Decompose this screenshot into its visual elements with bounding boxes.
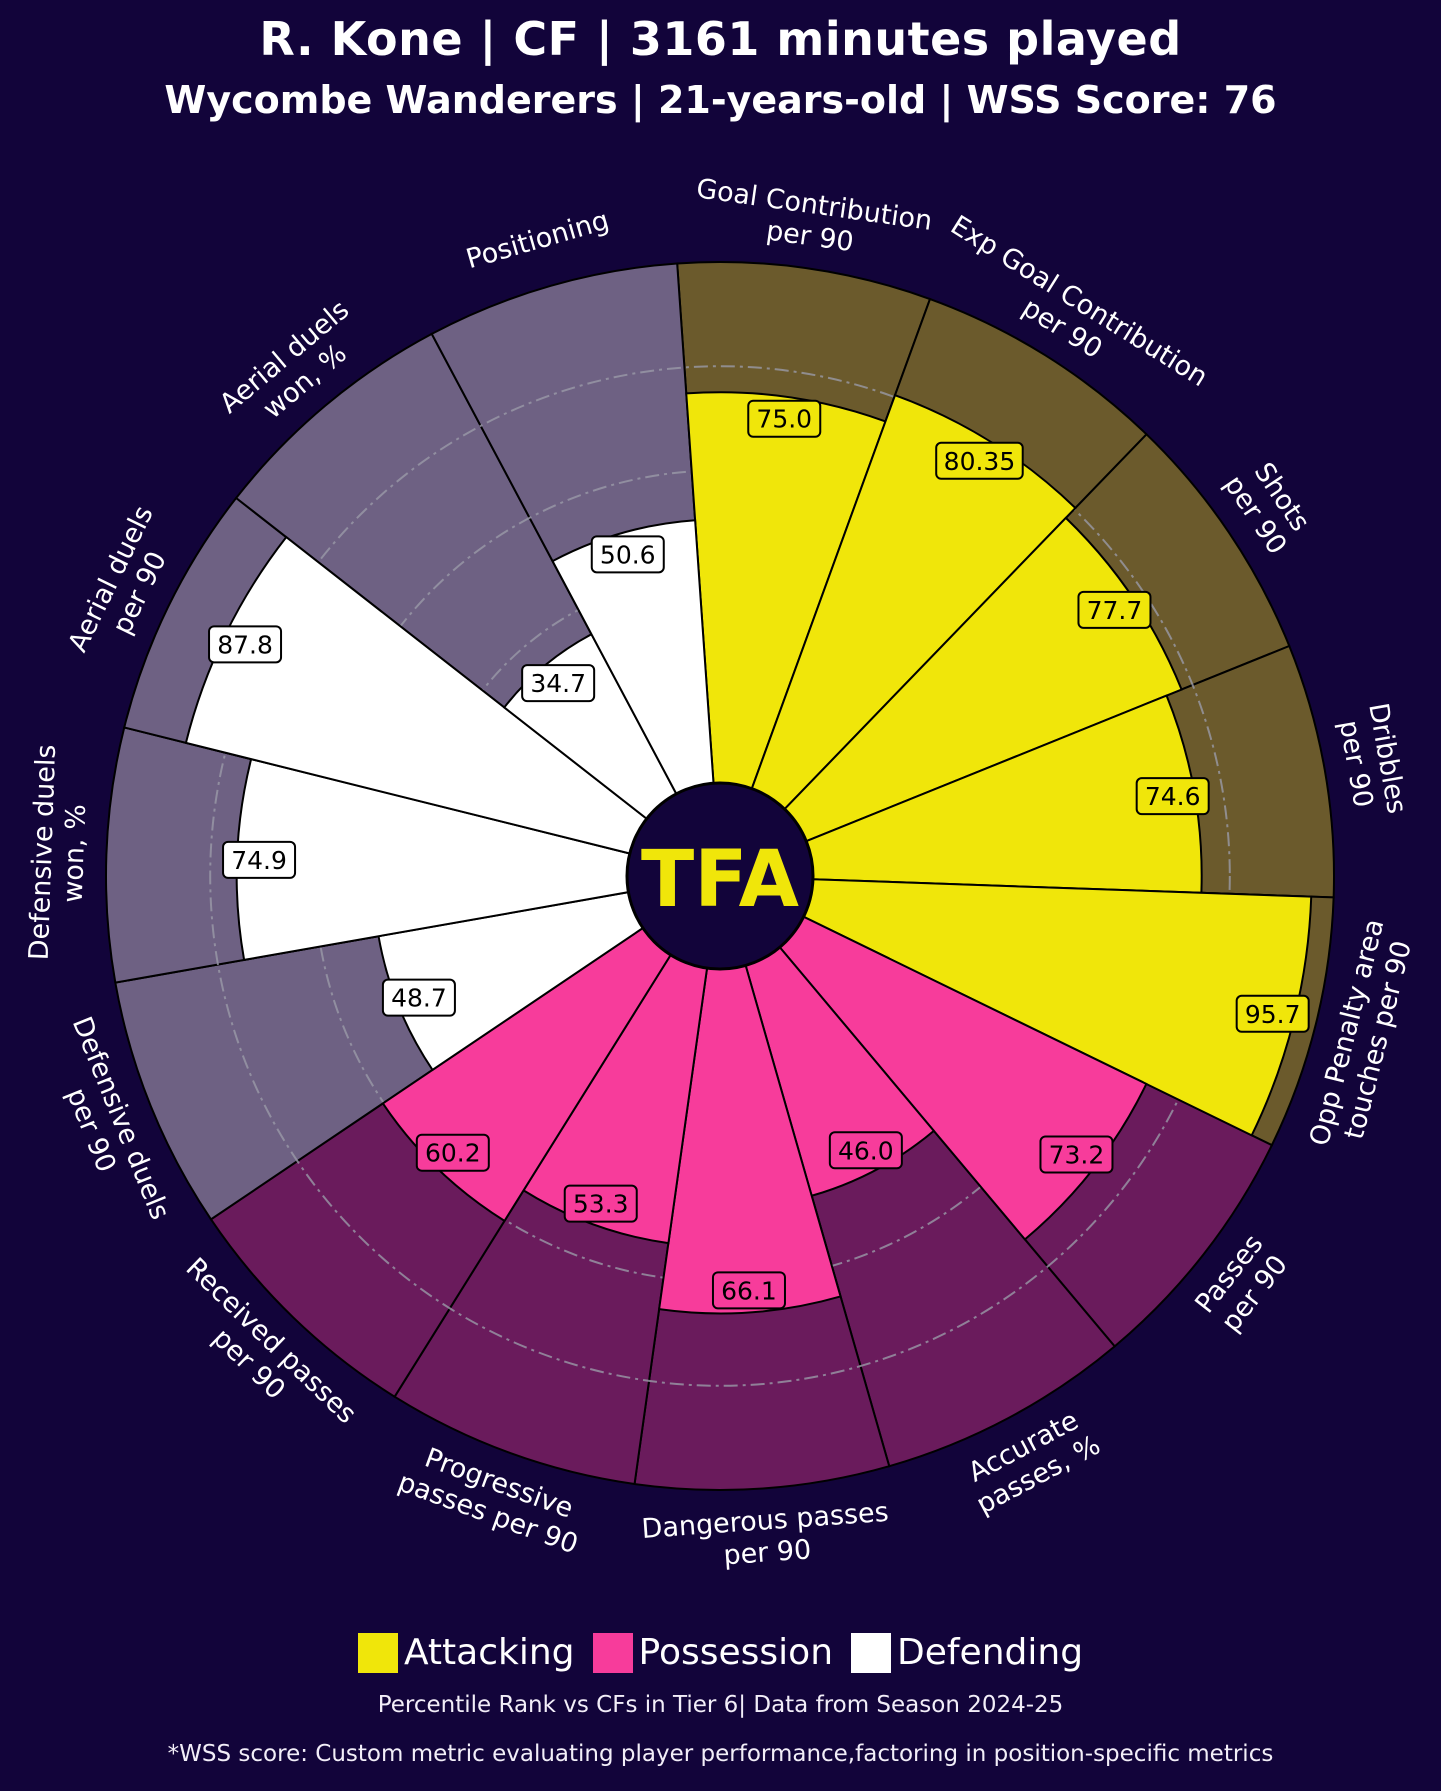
legend-label-attacking: Attacking: [403, 1632, 575, 1673]
value-label: 73.2: [1039, 1135, 1114, 1174]
legend-item-possession: Possession: [592, 1632, 834, 1673]
tfa-logo: TFA: [641, 835, 799, 925]
value-labels: 75.0 80.35 77.7 74.6 95.7 73.2 46.0 66.1 53.3 60.…: [208, 399, 1310, 1310]
category-label-line: Positioning: [463, 205, 613, 275]
value-label-text: 48.7: [391, 984, 447, 1013]
value-label-text: 87.8: [217, 630, 273, 659]
value-label-text: 60.2: [425, 1139, 481, 1168]
category-label: Positioning: [463, 205, 613, 275]
value-label-box: [222, 840, 297, 879]
value-label-box: [1039, 1135, 1114, 1174]
value-label: 87.8: [208, 625, 283, 664]
value-label-box: [747, 399, 822, 438]
value-label-box: [1135, 777, 1210, 816]
value-label-text: 66.1: [721, 1276, 777, 1305]
center-circle: [625, 781, 815, 971]
gridline: [209, 365, 1231, 1387]
value-label: 74.6: [1135, 777, 1210, 816]
legend-swatch-possession: [592, 1632, 633, 1673]
category-label-line: Defensive duels: [24, 744, 63, 961]
value-label-box: [828, 1131, 903, 1170]
value-label-box: [1235, 994, 1310, 1033]
legend-item-defending: Defending: [851, 1632, 1083, 1673]
value-label: 34.7: [521, 664, 596, 703]
legend-label-possession: Possession: [638, 1632, 834, 1673]
value-label-box: [208, 625, 283, 664]
value-label-text: 50.6: [600, 540, 656, 569]
legend-item-attacking: Attacking: [357, 1632, 575, 1673]
value-label-text: 74.9: [231, 846, 287, 875]
value-label-text: 46.0: [838, 1136, 894, 1165]
value-label: 48.7: [381, 978, 456, 1017]
value-label: 80.35: [935, 441, 1024, 480]
value-label: 75.0: [747, 399, 822, 438]
chart-title: R. Kone | CF | 3161 minutes played: [259, 12, 1182, 66]
value-label-text: 77.7: [1087, 596, 1143, 625]
value-label-box: [1077, 590, 1152, 629]
value-label-text: 75.0: [756, 405, 812, 434]
value-label: 60.2: [415, 1133, 490, 1172]
chart-subtitle: Wycombe Wanderers | 21-years-old | WSS S…: [164, 78, 1277, 122]
legend-swatch-attacking: [357, 1632, 398, 1673]
legend-swatch-defending: [851, 1632, 892, 1673]
value-label: 46.0: [828, 1131, 903, 1170]
legend: Attacking Possession Defending: [0, 1632, 1441, 1673]
value-label-box: [415, 1133, 490, 1172]
value-label-text: 73.2: [1049, 1141, 1105, 1170]
category-label-line: won, %: [58, 804, 92, 904]
value-label-box: [521, 664, 596, 703]
value-label: 66.1: [711, 1271, 786, 1310]
category-label-line: per 90: [722, 1534, 812, 1571]
percentile-note: Percentile Rank vs CFs in Tier 6| Data f…: [377, 1692, 1064, 1718]
value-label-box: [711, 1271, 786, 1310]
wss-footnote: *WSS score: Custom metric evaluating pla…: [167, 1741, 1274, 1767]
value-label-text: 80.35: [944, 447, 1016, 476]
value-label: 50.6: [590, 535, 665, 574]
value-label-text: 53.3: [573, 1190, 629, 1219]
value-label-box: [563, 1184, 638, 1223]
value-label-text: 74.6: [1145, 782, 1201, 811]
value-label: 95.7: [1235, 994, 1310, 1033]
value-label-box: [381, 978, 456, 1017]
value-label-text: 95.7: [1245, 1000, 1301, 1029]
value-label: 53.3: [563, 1184, 638, 1223]
value-label: 74.9: [222, 840, 297, 879]
value-label: 77.7: [1077, 590, 1152, 629]
legend-label-defending: Defending: [897, 1632, 1084, 1673]
value-label-text: 34.7: [530, 669, 586, 698]
value-label-box: [935, 441, 1024, 480]
value-label-box: [590, 535, 665, 574]
pizza-chart: 75.0 80.35 77.7 74.6 95.7 73.2 46.0 66.1 53.3 60.…: [24, 173, 1418, 1572]
